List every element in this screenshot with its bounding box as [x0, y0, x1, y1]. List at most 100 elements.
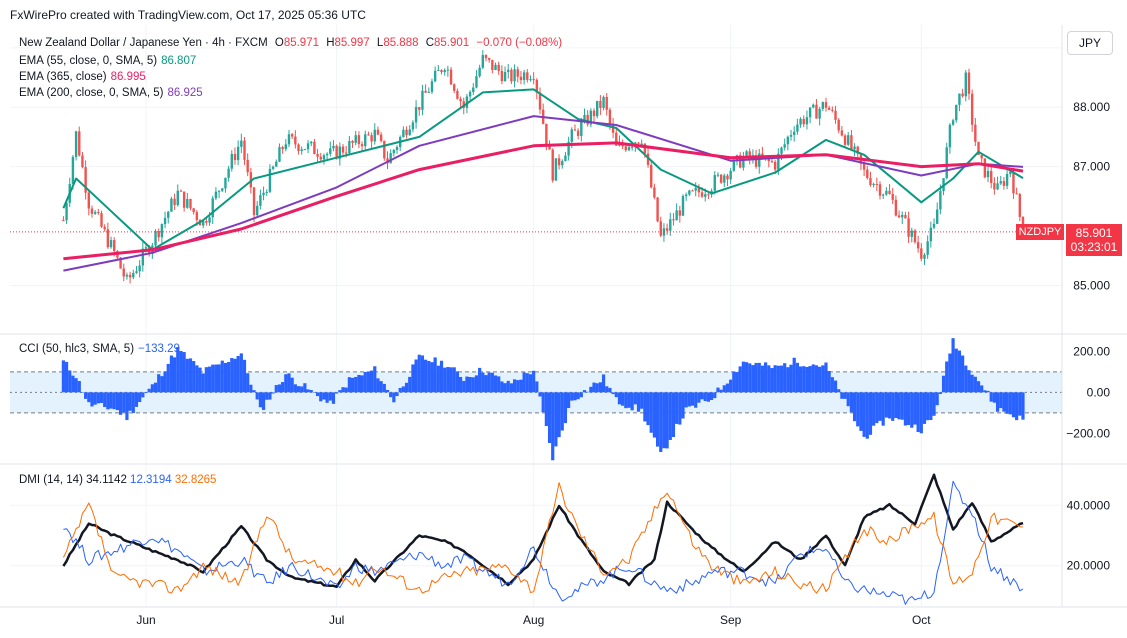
candle-body — [427, 91, 430, 93]
cci-bar — [138, 392, 142, 403]
cci-pane[interactable] — [10, 338, 1062, 461]
cci-bar — [859, 392, 863, 431]
candle-body — [335, 145, 338, 159]
candle-body — [475, 76, 478, 88]
candle-body — [580, 121, 583, 136]
cci-bar — [544, 392, 548, 427]
candle-body — [935, 209, 939, 224]
candle-body — [271, 166, 275, 169]
candle-body — [503, 71, 507, 82]
candle-body — [732, 159, 736, 171]
cci-bar — [900, 392, 904, 420]
candle-body — [738, 155, 742, 168]
candle-body — [211, 198, 214, 218]
cci-bar — [325, 392, 329, 403]
candle-body — [961, 93, 964, 97]
candle-body — [837, 119, 840, 131]
ema55-legend: EMA (55, close, 0, SMA, 5) 86.807 — [19, 55, 196, 67]
currency-button[interactable]: JPY — [1067, 31, 1113, 55]
cci-bar — [668, 392, 672, 440]
cci-bar — [420, 355, 425, 393]
candle-body — [808, 107, 812, 118]
cci-bar — [296, 386, 301, 393]
cci-bar — [703, 392, 707, 402]
candle-body — [221, 188, 224, 191]
candle-body — [640, 143, 643, 145]
cci-bar — [722, 385, 726, 393]
cci-bar — [684, 392, 688, 408]
cci-bar — [627, 392, 631, 408]
cci-bar — [589, 386, 593, 393]
cci-bar — [856, 392, 860, 427]
cci-bar — [408, 376, 412, 393]
candle-body — [564, 155, 567, 162]
cci-bar — [678, 392, 682, 425]
candle-body — [424, 90, 427, 93]
cci-bar — [376, 378, 380, 393]
cci-bar — [77, 380, 81, 393]
price-pane[interactable] — [10, 50, 1062, 284]
cci-bar — [989, 392, 993, 402]
cci-bar — [891, 392, 895, 421]
cci-bar — [284, 374, 288, 393]
cci-bar — [1005, 392, 1009, 414]
cci-bar — [61, 360, 65, 393]
cci-bar — [630, 392, 634, 411]
candle-body — [532, 79, 535, 81]
cci-bar — [153, 382, 158, 393]
cci-bar — [805, 367, 809, 393]
candle-body — [93, 212, 97, 214]
candle-body — [230, 153, 233, 169]
minus-di-value: 32.8265 — [174, 474, 217, 486]
dmi-pane[interactable] — [62, 473, 1024, 605]
candle-body — [87, 192, 91, 209]
candle-body — [793, 131, 796, 135]
cci-bar — [830, 377, 834, 393]
cci-bar — [96, 392, 100, 404]
candle-body — [742, 156, 745, 168]
cci-bar — [719, 389, 723, 393]
candle-body — [491, 59, 494, 70]
cci-bar — [919, 392, 923, 434]
candle-body — [637, 142, 640, 144]
candle-body — [726, 175, 729, 180]
candle-body — [240, 140, 243, 147]
candle-body — [557, 158, 561, 166]
candle-body — [157, 231, 160, 238]
candle-body — [815, 104, 818, 119]
cci-bar — [134, 392, 139, 407]
candle-body — [656, 197, 659, 222]
cci-bar — [789, 364, 793, 393]
candle-body — [179, 190, 183, 192]
candle-body — [182, 191, 186, 208]
cci-bar — [665, 392, 669, 449]
cci-bar — [567, 392, 571, 409]
candle-body — [653, 187, 656, 198]
candle-body — [163, 217, 167, 225]
candle-body — [748, 151, 751, 159]
candle-body — [364, 134, 367, 147]
open-value: 85.971 — [283, 37, 319, 49]
cci-bar — [824, 362, 828, 393]
candle-body — [729, 170, 732, 180]
candle-body — [348, 141, 351, 153]
candle-body — [144, 247, 148, 249]
cci-bar — [118, 392, 123, 415]
cci-bar — [535, 381, 539, 393]
candle-body — [421, 90, 424, 110]
candle-body — [945, 147, 948, 179]
candle-body — [551, 149, 554, 181]
candle-body — [294, 136, 297, 145]
cci-bar — [878, 392, 882, 421]
cci-bar — [541, 392, 545, 413]
candle-body — [605, 96, 608, 110]
cci-bar — [652, 392, 656, 438]
cci-bar — [385, 389, 390, 393]
candle-body — [554, 158, 558, 181]
cci-bar — [814, 365, 819, 393]
candle-body — [341, 146, 345, 153]
candle-body — [195, 212, 199, 221]
ema55-label: EMA (55, close, 0, SMA, 5) — [19, 55, 158, 67]
cci-bar — [389, 392, 393, 398]
